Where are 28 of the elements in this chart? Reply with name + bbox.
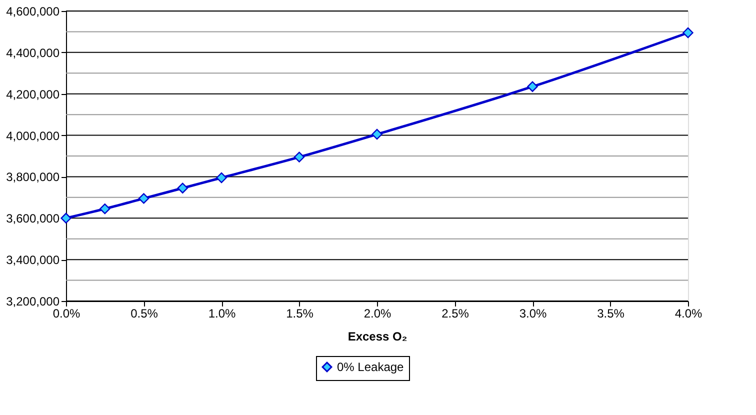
point — [60, 212, 72, 224]
x-axis-title: Excess O₂ — [348, 330, 408, 344]
point — [216, 172, 227, 184]
x-tick-label: 3.5% — [597, 306, 625, 320]
x-tick-label: 0.0% — [52, 306, 80, 320]
y-tick-label: 4,400,000 — [6, 46, 60, 60]
x-tick-label: 0.5% — [130, 306, 158, 320]
legend-label: 0% Leakage — [337, 360, 404, 374]
y-tick-label: 4,200,000 — [6, 87, 60, 102]
point — [372, 128, 382, 140]
y-tick-label: 3,400,000 — [6, 253, 60, 268]
x-tick-label: 1.5% — [286, 306, 314, 320]
y-tick-label: 3,200,000 — [6, 294, 60, 308]
x-tick-label: 4.0% — [674, 306, 702, 320]
x-tick-label: 1.0% — [208, 306, 236, 320]
point — [177, 182, 188, 194]
y-tick-label: 4,000,000 — [6, 128, 60, 143]
point — [138, 193, 150, 204]
point — [294, 152, 305, 162]
y-tick-label: 3,600,000 — [6, 212, 60, 226]
y-tick-label: 3,800,000 — [6, 170, 60, 184]
point — [100, 203, 110, 214]
point — [527, 81, 538, 92]
x-tick-label: 2.5% — [442, 306, 470, 320]
x-tick-label: 3.0% — [519, 306, 547, 320]
y-tick-label: 4,600,000 — [6, 4, 60, 18]
point — [682, 27, 694, 38]
x-tick-label: 2.0% — [364, 306, 392, 320]
